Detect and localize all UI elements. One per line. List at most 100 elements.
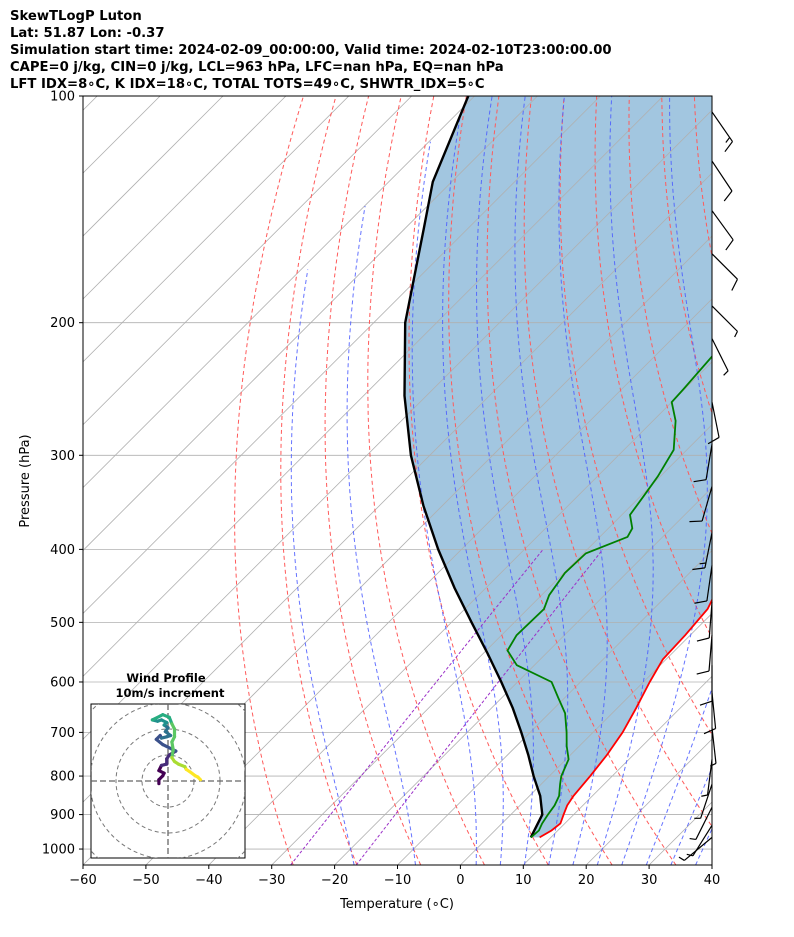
barb-flag <box>723 190 733 202</box>
barb-shaft <box>706 565 713 602</box>
mixing-ratio-line <box>355 549 604 865</box>
barb-flag <box>694 600 708 604</box>
hodograph-title: Wind Profile <box>126 671 206 685</box>
cape-area <box>404 96 712 838</box>
dry-adiabat <box>324 96 422 865</box>
barb-shaft <box>711 338 729 372</box>
x-axis-label: Temperature (∘C) <box>339 897 454 912</box>
y-tick-label: 600 <box>50 675 75 690</box>
isotherm-line <box>83 96 475 489</box>
moist-adiabat <box>514 96 569 865</box>
y-tick-label: 300 <box>50 449 75 464</box>
plot-area <box>83 96 794 865</box>
barb-shaft <box>704 532 713 569</box>
wind-barb <box>709 727 717 767</box>
isotherm-line <box>83 109 712 740</box>
barb-half-flag <box>689 837 696 841</box>
wind-barb <box>689 806 713 841</box>
barb-shaft <box>708 635 713 672</box>
wind-barb <box>693 444 713 483</box>
wind-barb <box>696 635 713 675</box>
isotherm-line <box>83 96 224 237</box>
dry-adiabat <box>628 96 712 535</box>
x-tick-label: 30 <box>641 873 658 888</box>
barb-shaft <box>708 602 713 639</box>
barb-shaft <box>711 111 733 142</box>
moist-adiabat <box>645 686 712 865</box>
barb-shaft <box>711 727 717 764</box>
wind-barb <box>711 305 738 338</box>
x-tick-label: 0 <box>456 873 464 888</box>
wind-barb <box>694 783 713 819</box>
barb-half-flag <box>734 331 738 338</box>
x-tick-label: 40 <box>704 873 721 888</box>
hodograph <box>90 703 246 859</box>
x-tick-label: −30 <box>258 873 285 888</box>
barb-flag <box>696 637 710 642</box>
barb-flag <box>725 239 734 251</box>
wind-barb <box>703 692 717 735</box>
hodograph-segment <box>196 775 203 782</box>
time-line: Simulation start time: 2024-02-09_00:00:… <box>10 43 612 58</box>
isotherm-line <box>83 96 412 426</box>
location-line: Lat: 51.87 Lon: -0.37 <box>10 26 165 41</box>
isotherm-line <box>334 487 712 865</box>
dry-adiabat <box>280 96 358 865</box>
wind-barb <box>689 486 713 523</box>
parcel-profile-line <box>403 96 544 838</box>
barb-half-flag <box>725 137 731 143</box>
wind-barb <box>711 160 733 202</box>
moist-adiabat <box>670 766 712 865</box>
indices-line-2: LFT IDX=8∘C, K IDX=18∘C, TOTAL TOTS=49∘C… <box>10 77 485 92</box>
isotherm-line <box>83 96 350 363</box>
dry-adiabat <box>760 96 794 865</box>
moist-adiabat <box>558 96 608 865</box>
barb-shaft <box>711 692 717 729</box>
moist-adiabat <box>346 205 416 865</box>
x-tick-label: −40 <box>195 873 222 888</box>
dry-adiabat <box>559 96 712 736</box>
isotherm-line <box>145 298 712 865</box>
barb-flag <box>724 141 733 153</box>
barb-half-flag <box>723 370 729 376</box>
barb-shaft <box>711 253 738 280</box>
mixing-ratio-line <box>290 549 544 865</box>
y-tick-label: 400 <box>50 543 75 558</box>
dry-adiabat <box>693 96 712 259</box>
x-tick-label: 10 <box>515 873 532 888</box>
isotherm-line <box>397 549 712 865</box>
y-tick-label: 700 <box>50 726 75 741</box>
dry-adiabat <box>367 96 485 865</box>
moist-adiabat <box>411 141 477 865</box>
barb-flag <box>731 278 738 291</box>
barb-shaft <box>683 836 713 861</box>
x-tick-label: −50 <box>132 873 159 888</box>
barb-shaft <box>701 486 713 522</box>
wind-barb <box>711 210 734 251</box>
barb-flag <box>703 727 716 735</box>
wind-barb <box>711 338 729 376</box>
y-tick-label: 1000 <box>42 843 75 858</box>
barb-half-flag <box>701 794 708 797</box>
isotherm-line <box>208 361 712 865</box>
y-tick-label: 200 <box>50 316 75 331</box>
barb-half-flag <box>699 562 706 565</box>
barb-flag <box>693 479 707 483</box>
x-tick-label: −10 <box>384 873 411 888</box>
wind-barb <box>701 759 713 797</box>
hodograph-subtitle: 10m/s increment <box>116 686 225 700</box>
moist-adiabat <box>290 269 355 865</box>
moist-adiabat <box>475 96 534 865</box>
isotherm-line <box>83 96 538 552</box>
barb-shaft <box>705 444 713 480</box>
barb-shaft <box>711 402 720 438</box>
axes: −60 −50 −40 −30 −20 −10 0 10 20 30 40 100 200 300 400 5… <box>42 90 720 889</box>
y-tick-label: 500 <box>50 616 75 631</box>
isotherm-line <box>83 96 287 300</box>
wind-barbs <box>678 111 738 861</box>
moist-adiabat <box>442 111 504 865</box>
barb-flag <box>699 700 713 706</box>
barb-flag <box>689 520 703 523</box>
isotherm-line <box>271 424 712 865</box>
